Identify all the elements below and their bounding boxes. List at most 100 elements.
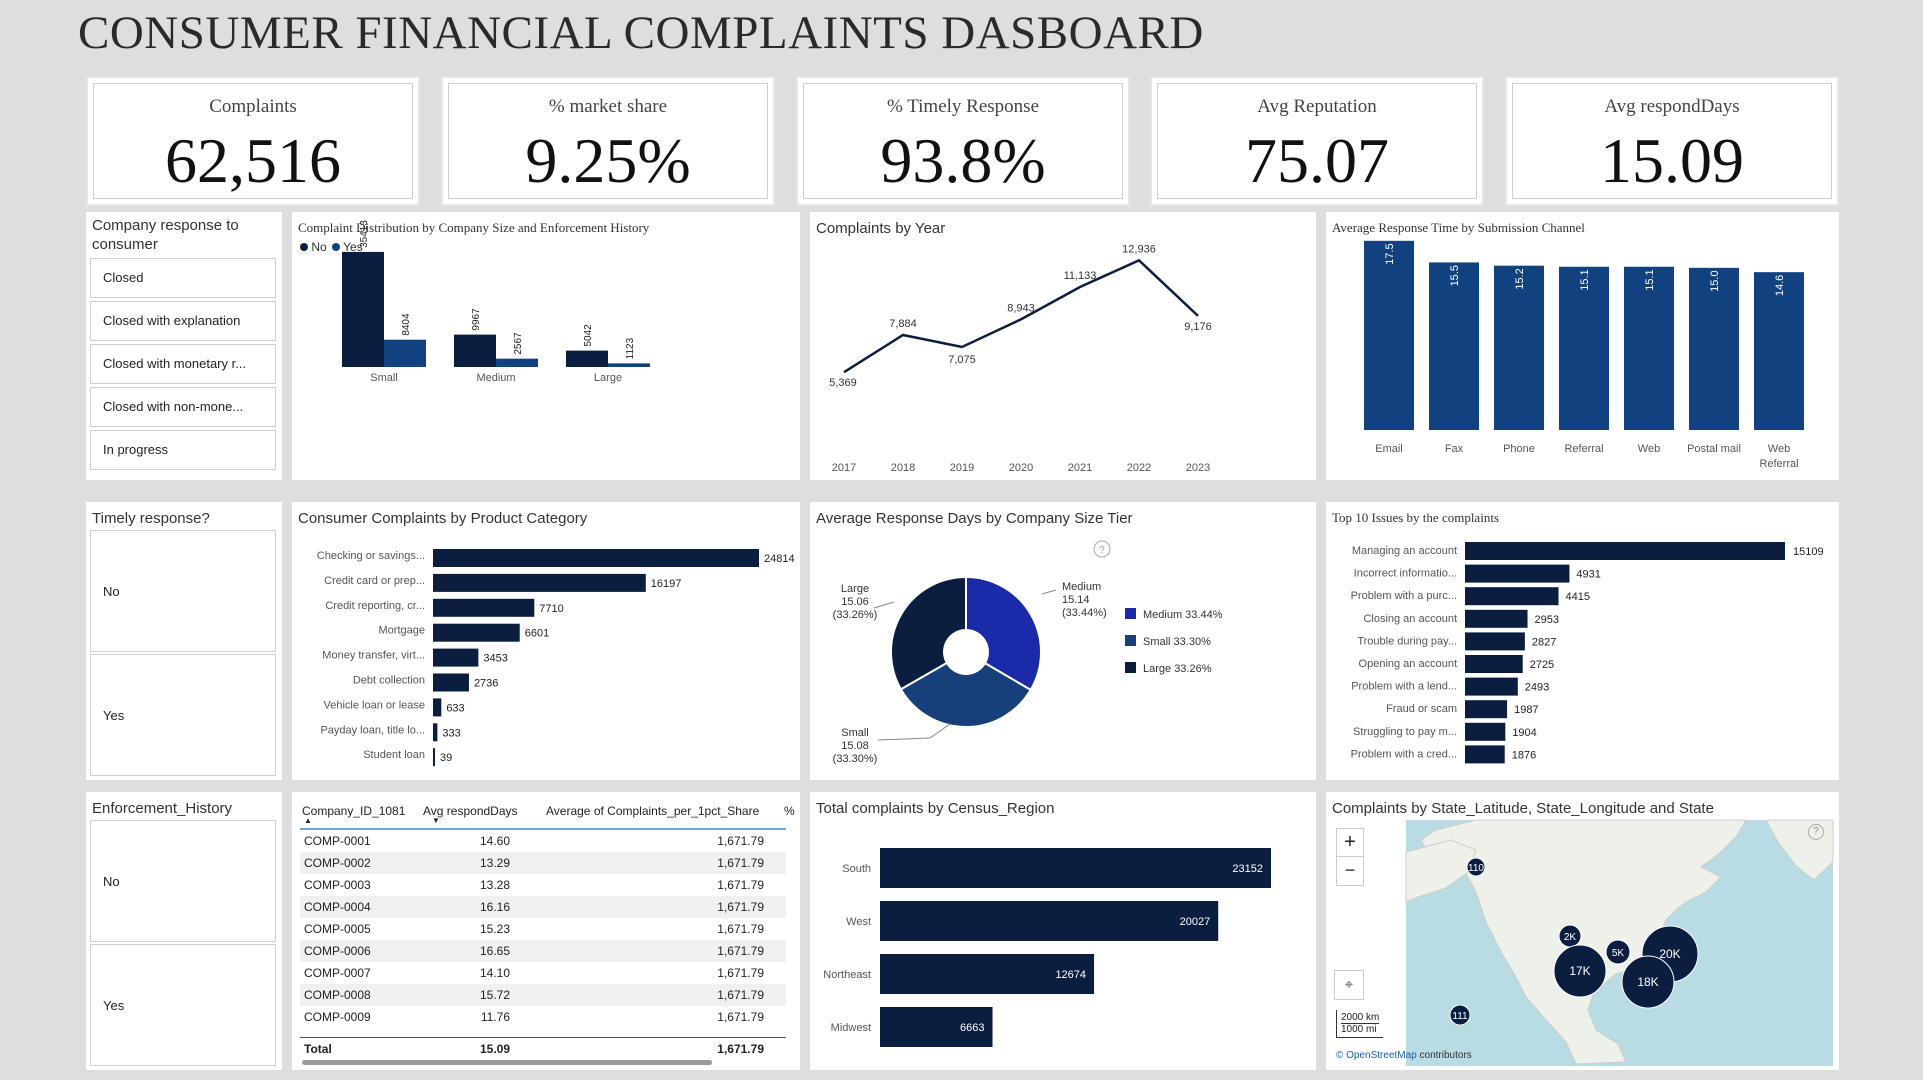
map-bubble[interactable] (1553, 944, 1607, 998)
bar-issue[interactable] (1465, 609, 1528, 628)
bar-product[interactable] (433, 748, 435, 767)
bar-yes-large[interactable] (608, 363, 650, 367)
bar-yes-small[interactable] (384, 339, 426, 367)
bar-issue[interactable] (1465, 587, 1559, 606)
map-help-icon[interactable]: ? (1808, 824, 1824, 840)
bar-region-midwest[interactable] (880, 1007, 993, 1047)
kpi-card-complaints[interactable]: Complaints 62,516 (86, 76, 420, 206)
column-header-avg-respond-days[interactable]: Avg respondDays (423, 804, 518, 818)
data-label: 23152 (1232, 863, 1263, 875)
y-tick-label: Trouble during pay... (1357, 635, 1457, 647)
slicer-option-no[interactable]: No (90, 530, 276, 652)
table-row[interactable]: COMP-0009 11.76 1,671.79 (300, 1006, 786, 1028)
zoom-in-button[interactable]: + (1336, 828, 1364, 858)
bar-product[interactable] (433, 698, 442, 717)
bar-yes-medium[interactable] (496, 358, 538, 367)
bar-product[interactable] (433, 673, 469, 692)
cell-avg-respond-days: 16.65 (479, 944, 510, 958)
bar-product[interactable] (433, 623, 520, 642)
location-pin-button[interactable]: ⌖ (1334, 970, 1364, 1000)
column-header-percent[interactable]: % (784, 804, 795, 818)
data-label: 2725 (1530, 659, 1554, 671)
zoom-out-button[interactable]: − (1336, 856, 1364, 886)
slicer-option-yes[interactable]: Yes (90, 944, 276, 1066)
bar-product[interactable] (433, 549, 759, 567)
map-bubble[interactable] (1466, 857, 1486, 877)
bar-postal-mail[interactable] (1689, 267, 1739, 430)
bar-issue[interactable] (1465, 745, 1505, 764)
bar-issue[interactable] (1465, 700, 1508, 719)
bar-no-medium[interactable] (454, 334, 496, 367)
table-row[interactable]: COMP-0003 13.28 1,671.79 (300, 874, 786, 896)
bar-issue[interactable] (1465, 564, 1570, 583)
bar-referral[interactable] (1559, 266, 1609, 430)
kpi-card-market-share[interactable]: % market share 9.25% (441, 76, 775, 206)
column-header-company-id[interactable]: Company_ID_1081 (302, 804, 406, 818)
table-scrollbar[interactable] (302, 1060, 712, 1065)
slicer-option-closed[interactable]: Closed (90, 258, 276, 298)
bar-no-small[interactable] (342, 251, 384, 367)
bar-product[interactable] (433, 723, 438, 742)
data-label: 6663 (960, 1022, 984, 1034)
slicer-option-closed-explanation[interactable]: Closed with explanation (90, 301, 276, 341)
x-tick-label: Fax (1445, 443, 1464, 455)
bar-region-south[interactable] (880, 848, 1271, 888)
bar-issue[interactable] (1465, 542, 1785, 560)
bar-product[interactable] (433, 648, 479, 667)
bar-web[interactable] (1624, 266, 1674, 430)
map-bubble[interactable] (1449, 1004, 1471, 1026)
kpi-card-avg-respond-days[interactable]: Avg respondDays 15.09 (1505, 76, 1839, 206)
slice-large[interactable] (890, 575, 967, 691)
bar-email[interactable] (1364, 240, 1414, 430)
table-row[interactable]: COMP-0004 16.16 1,671.79 (300, 896, 786, 918)
attribution-link[interactable]: © OpenStreetMap (1336, 1050, 1417, 1061)
column-header-avg-complaints[interactable]: Average of Complaints_per_1pct_Share (546, 804, 760, 818)
data-label: 3453 (483, 653, 507, 665)
help-icon[interactable] (1093, 540, 1111, 558)
bar-issue[interactable] (1465, 655, 1523, 673)
bar-web-referral[interactable] (1754, 272, 1804, 430)
slicer-option-closed-monetary[interactable]: Closed with monetary r... (90, 344, 276, 384)
y-tick-label: Problem with a cred... (1351, 748, 1457, 760)
kpi-card-timely-response[interactable]: % Timely Response 93.8% (796, 76, 1130, 206)
slicer-option-in-progress[interactable]: In progress (90, 430, 276, 470)
total-avg-respond: 15.09 (479, 1042, 510, 1056)
table-row[interactable]: COMP-0005 15.23 1,671.79 (300, 918, 786, 940)
bar-region-northeast[interactable] (880, 954, 1095, 994)
table-row[interactable]: COMP-0007 14.10 1,671.79 (300, 962, 786, 984)
legend-swatch-medium (1125, 608, 1136, 619)
table-row[interactable]: COMP-0002 13.29 1,671.79 (300, 852, 786, 874)
x-tick-label: 2018 (891, 462, 915, 474)
slice-medium[interactable] (965, 575, 1042, 692)
slicer-option-no[interactable]: No (90, 820, 276, 942)
y-tick-label: Midwest (831, 1022, 871, 1034)
kpi-card-avg-reputation[interactable]: Avg Reputation 75.07 (1150, 76, 1484, 206)
bar-phone[interactable] (1494, 265, 1544, 430)
slicer-option-closed-non-monetary[interactable]: Closed with non-mone... (90, 387, 276, 427)
table-row[interactable]: COMP-0008 15.72 1,671.79 (300, 984, 786, 1006)
bar-region-west[interactable] (880, 901, 1219, 941)
y-tick-label: Credit card or prep... (324, 575, 425, 587)
legend-label: Medium 33.44% (1143, 609, 1223, 621)
map-bubble[interactable] (1605, 939, 1631, 965)
bar-product[interactable] (433, 598, 535, 617)
map-bubble[interactable] (1621, 955, 1675, 1009)
slice-small[interactable] (899, 661, 1033, 728)
table-row[interactable]: COMP-0001 14.60 1,671.79 (300, 830, 786, 852)
table-row[interactable]: COMP-0006 16.65 1,671.79 (300, 940, 786, 962)
slicer-option-yes[interactable]: Yes (90, 654, 276, 776)
bar-product[interactable] (433, 573, 646, 592)
data-label: 4931 (1576, 569, 1600, 581)
series-line-complaints[interactable] (843, 258, 1199, 374)
bar-no-large[interactable] (566, 350, 608, 367)
region-chart: South 23152 West 20027 Northeast 12674 Midwest… (823, 848, 1271, 1047)
bar-fax[interactable] (1429, 262, 1479, 430)
table-total-divider (300, 1037, 786, 1038)
callout-value: 15.06 (841, 596, 869, 608)
callout-name: Small (841, 727, 869, 739)
bar-issue[interactable] (1465, 677, 1518, 696)
bar-issue[interactable] (1465, 632, 1525, 651)
bar-issue[interactable] (1465, 722, 1506, 741)
chart-title: Average Response Days by Company Size Ti… (816, 510, 1133, 527)
